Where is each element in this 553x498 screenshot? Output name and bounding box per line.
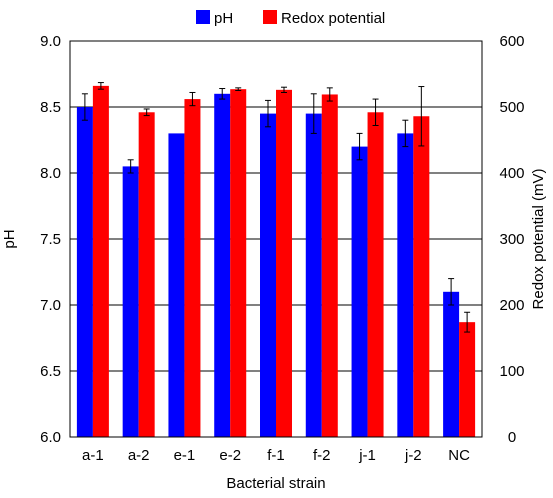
bar-redox-e-2	[230, 89, 247, 438]
legend: pH Redox potential	[196, 10, 385, 27]
bar-redox-e-1	[184, 99, 201, 437]
y-axis-left: 6.0 6.5 7.0 7.5 8.0 8.5 9.0	[40, 33, 61, 446]
x-tick-label: NC	[448, 447, 470, 464]
bar-redox-a-2	[138, 112, 155, 437]
x-tick-label: a-1	[82, 447, 104, 464]
y2-axis-title: Redox potential (mV)	[530, 169, 547, 310]
y-right-tick-label: 100	[499, 363, 524, 380]
x-tick-label: e-1	[174, 447, 196, 464]
legend-label-ph: pH	[214, 10, 233, 27]
y-left-tick-label: 6.5	[40, 363, 61, 380]
legend-swatch-redox	[263, 10, 277, 24]
x-tick-label: j-1	[358, 447, 376, 464]
y-right-tick-label: 200	[499, 297, 524, 314]
y-left-tick-label: 8.5	[40, 99, 61, 116]
y-right-tick-label: 500	[499, 99, 524, 116]
bars	[76, 85, 476, 438]
y-right-tick-label: 300	[499, 231, 524, 248]
bar-redox-j-2	[413, 116, 430, 438]
x-tick-label: f-2	[313, 447, 331, 464]
bar-ph-e-2	[214, 93, 231, 438]
error-bars	[81, 82, 471, 333]
bar-ph-e-1	[168, 133, 185, 437]
y-left-tick-label: 8.0	[40, 165, 61, 182]
bar-ph-f-2	[305, 113, 322, 437]
y-right-tick-label: 400	[499, 165, 524, 182]
y-left-tick-label: 7.5	[40, 231, 61, 248]
bar-redox-NC	[459, 322, 476, 437]
x-tick-label: j-2	[404, 447, 422, 464]
bar-ph-NC	[443, 291, 460, 437]
y-left-tick-label: 7.0	[40, 297, 61, 314]
y-left-tick-label: 9.0	[40, 33, 61, 50]
legend-label-redox: Redox potential	[281, 10, 385, 27]
bar-ph-j-2	[397, 133, 414, 437]
x-axis-title: Bacterial strain	[226, 475, 325, 492]
y-left-tick-label: 6.0	[40, 429, 61, 446]
bar-redox-j-1	[367, 112, 384, 437]
bar-ph-f-1	[260, 113, 276, 437]
y-right-tick-label: 0	[508, 429, 516, 446]
legend-swatch-ph	[196, 10, 210, 24]
bar-redox-f-2	[321, 94, 338, 438]
x-tick-label: f-1	[267, 447, 285, 464]
plot-frame	[69, 40, 483, 438]
y-axis-title: pH	[1, 229, 18, 248]
x-tick-label: e-2	[219, 447, 241, 464]
x-axis: a-1 a-2 e-1 e-2 f-1 f-2 j-1 j-2 NC	[82, 447, 470, 464]
y-right-tick-label: 600	[499, 33, 524, 50]
bar-redox-f-1	[276, 89, 292, 437]
y-axis-right: 0 100 200 300 400 500 600	[499, 33, 524, 446]
bar-redox-a-1	[92, 85, 109, 437]
bar-ph-a-1	[76, 107, 93, 437]
bar-ph-a-2	[122, 166, 139, 437]
x-tick-label: a-2	[128, 447, 150, 464]
bar-ph-j-1	[351, 146, 368, 437]
